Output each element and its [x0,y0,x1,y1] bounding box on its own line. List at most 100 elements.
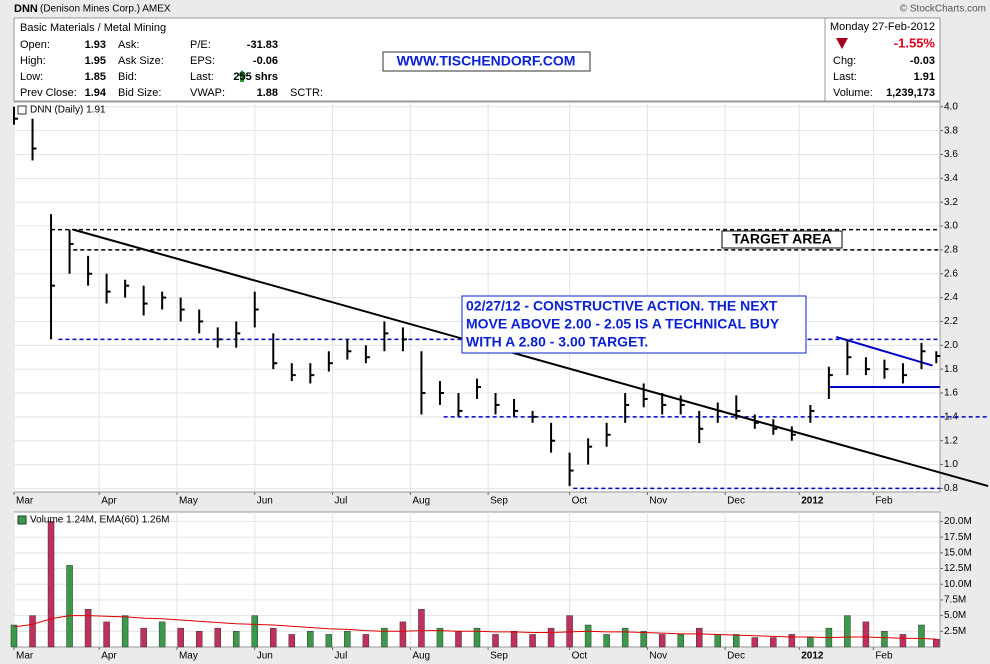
x-tick-label: May [179,651,198,662]
volume-bar [492,634,499,648]
volume-bar [547,627,555,648]
volume-bar [103,621,110,648]
y-tick-label: 1.8 [944,364,958,375]
x-tick-label: Jul [335,496,348,507]
y-tick-label: 15.0M [944,547,972,558]
y-tick-label: 12.5M [944,563,972,574]
volume-bar [733,634,740,648]
y-tick-label: 17.5M [944,532,972,543]
volume-bar [658,634,666,648]
field-value: 1.94 [85,87,107,99]
day: Monday [830,21,870,33]
volume-bar [47,521,55,648]
y-tick-label: 3.8 [944,125,958,136]
volume-bar [807,637,814,648]
field-label: High: [20,55,46,67]
field-value: 1.85 [85,71,106,83]
x-tick-label: Oct [572,651,588,662]
x-tick-label: Feb [875,496,893,507]
volume-bar [307,631,314,648]
x-tick-label: Oct [572,496,588,507]
trend-line [836,335,933,367]
y-tick-label: 0.8 [944,483,958,494]
volume-bar [918,624,925,648]
x-tick-label: Mar [16,651,34,662]
ema-line [13,615,937,640]
volume-bar [232,631,240,648]
field-label: EPS: [190,55,215,67]
website-box [382,51,591,72]
y-tick-label: 3.2 [944,197,958,208]
x-tick-label: Jun [257,651,273,662]
x-tick-label: 2012 [801,496,824,507]
x-tick-label: Aug [412,651,430,662]
x-tick-label: Dec [727,651,745,662]
date: 27-Feb-2012 [872,21,935,33]
y-tick-label: 2.6 [944,268,958,279]
field-value: 255 shrs [233,71,278,83]
field-label: Volume: [833,87,873,99]
volume-bar [603,634,610,648]
volume-bar [695,627,703,648]
field-label: Last: [190,71,214,83]
volume-bar [270,627,277,648]
legend-swatch [17,105,27,115]
volume-bar [84,609,92,648]
volume-bar [325,634,333,648]
x-tick-label: Jul [335,651,348,662]
field-value: 1.93 [85,39,106,51]
field-label: Last: [833,71,857,83]
legend-swatch [17,515,27,525]
x-tick-label: Aug [412,496,430,507]
volume-bar [418,609,425,648]
field-label: Open: [20,39,50,51]
field-label: Low: [20,71,43,83]
volume-bar [510,631,518,648]
y-tick-label: 3.6 [944,149,958,160]
field-label: Bid Size: [118,87,161,99]
x-tick-label: Dec [727,496,745,507]
volume-bar [362,634,370,648]
field-label: Ask: [118,39,139,51]
volume-bar [195,631,203,648]
field-label: Prev Close: [20,87,77,99]
field-label: Chg: [833,55,856,67]
volume-bar [436,627,444,648]
volume-bar [214,627,221,648]
note-line: 02/27/12 - CONSTRUCTIVE ACTION. THE NEXT [466,298,778,314]
volume-bar [862,621,870,648]
volume-bar [844,615,851,648]
note-line: WITH A 2.80 - 3.00 TARGET. [466,334,648,350]
volume-bar [29,615,36,648]
volume-bar [344,631,351,648]
y-tick-label: 1.6 [944,388,958,399]
x-tick-label: Apr [101,651,117,662]
volume-bar [121,615,129,648]
trend-line [72,228,989,487]
volume-bar [640,631,647,648]
website: WWW.TISCHENDORF.COM [397,53,576,69]
x-tick-label: 2012 [801,651,824,662]
volume-bar [933,638,940,648]
sector: Basic Materials / Metal Mining [20,22,166,34]
symbol: DNN [14,3,38,15]
volume-bar [881,631,888,648]
x-tick-label: Jun [257,496,273,507]
field-label: P/E: [190,39,211,51]
copyright: © StockCharts.com [900,4,986,15]
volume-bar [714,634,722,648]
change-pct: -1.55% [894,35,936,50]
y-tick-label: 5.0M [944,610,966,621]
volume-bar [770,637,777,648]
x-tick-label: Apr [101,496,117,507]
y-tick-label: 1.2 [944,435,958,446]
y-tick-label: 4.0 [944,101,958,112]
field-value: -0.03 [910,55,935,67]
x-tick-label: Feb [875,651,893,662]
panel-legend: DNN (Daily) 1.91 [30,105,106,116]
y-tick-label: 10.0M [944,579,972,590]
volume-bar [529,634,536,648]
volume-bar [177,627,184,648]
volume-bar [473,627,481,648]
